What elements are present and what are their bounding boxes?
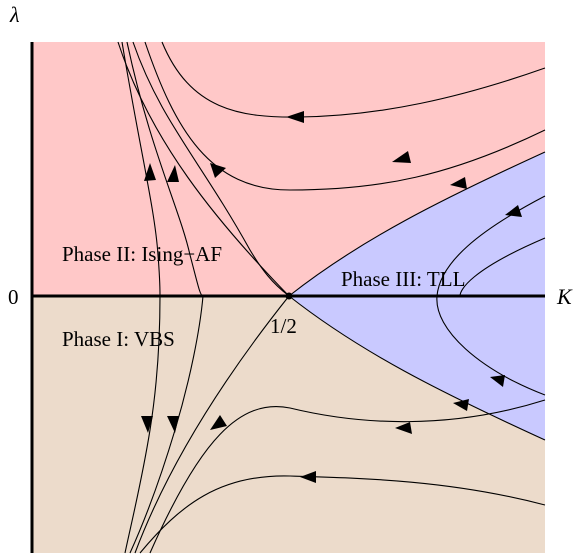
arrowhead-upper-3 bbox=[210, 163, 226, 178]
flow-line-lower-4 bbox=[139, 475, 546, 554]
arrowhead-lower-4 bbox=[395, 422, 412, 434]
flow-line-upper-4 bbox=[126, 41, 204, 297]
phase-3-label: Phase III: TLL bbox=[341, 267, 465, 291]
separatrix-lower bbox=[134, 295, 290, 554]
phase-boundary-upper bbox=[288, 151, 546, 297]
flow-line-upper-5 bbox=[121, 41, 161, 297]
phase-2-label: Phase II: Ising−AF bbox=[62, 242, 222, 266]
arrowhead-lower-2 bbox=[167, 416, 179, 433]
phase-boundary-lower bbox=[288, 295, 546, 441]
arrowhead-lower-1 bbox=[141, 416, 153, 433]
flow-line-lower-1 bbox=[124, 295, 161, 554]
flow-line-upper-3 bbox=[132, 41, 290, 297]
fixed-point-label: 1/2 bbox=[270, 314, 297, 338]
origin-label: 0 bbox=[8, 285, 19, 309]
arrowhead-tll-4 bbox=[453, 399, 469, 411]
phase-1-label: Phase I: VBS bbox=[62, 327, 175, 351]
arrowhead-upper-1 bbox=[286, 111, 304, 123]
arrowhead-tll-3 bbox=[490, 375, 505, 387]
fixed-point-marker bbox=[285, 292, 293, 300]
arrowhead-tll-2 bbox=[505, 205, 522, 217]
flow-line-tll-2 bbox=[459, 237, 546, 297]
y-axis-label: λ bbox=[9, 2, 20, 27]
flow-line-upper-2 bbox=[144, 41, 546, 191]
x-axis-label: K bbox=[556, 284, 573, 309]
arrowhead-upper-2 bbox=[392, 151, 411, 163]
arrowhead-lower-3 bbox=[210, 415, 227, 430]
arrowhead-lower-5 bbox=[300, 471, 316, 483]
arrowhead-tll-1 bbox=[450, 177, 467, 189]
arrowhead-upper-4 bbox=[144, 163, 156, 181]
arrowhead-upper-5 bbox=[167, 165, 179, 182]
flow-line-lower-3 bbox=[149, 399, 546, 554]
